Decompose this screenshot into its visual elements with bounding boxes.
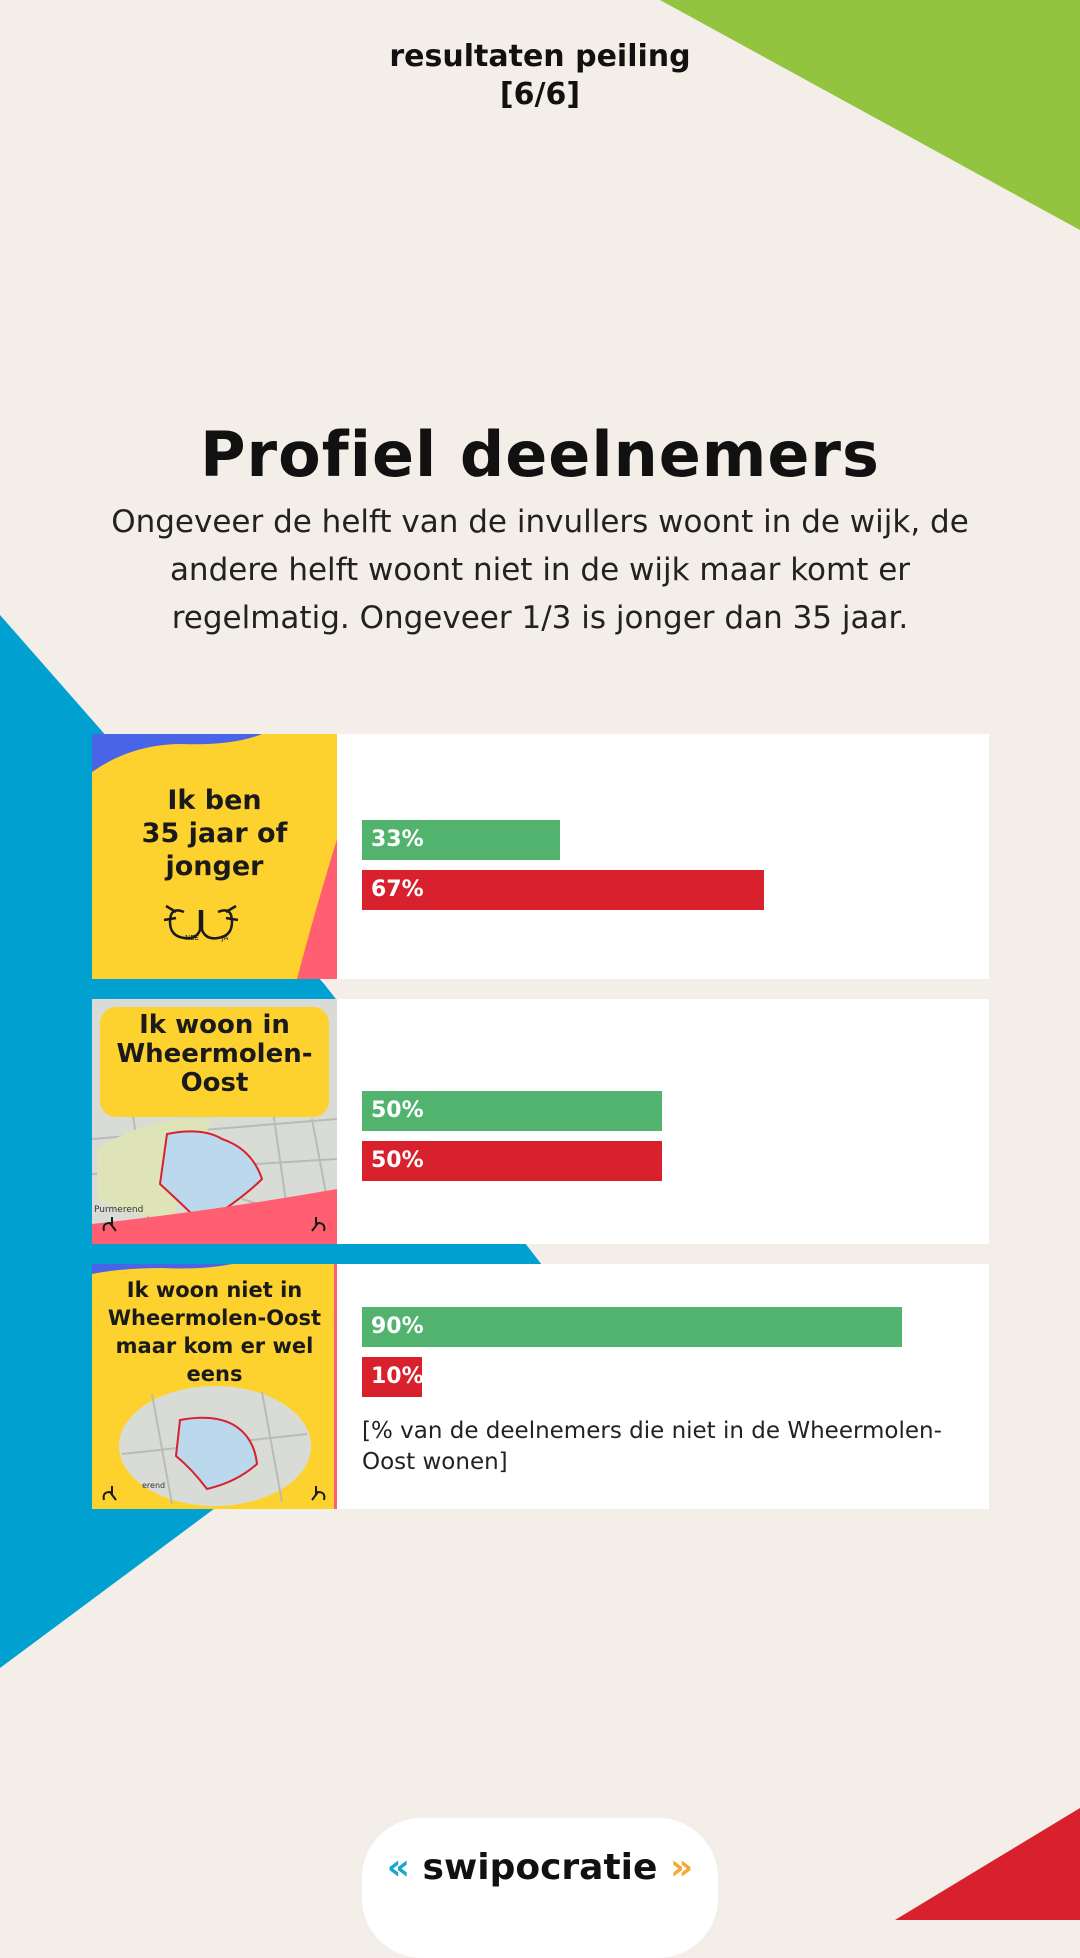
thumbnail-map: erend [92, 1264, 337, 1509]
bar-red: 67% [362, 870, 764, 910]
bar-green: 33% [362, 820, 560, 860]
thumbnail-statement: Ik ben 35 jaar of jonger [92, 784, 337, 883]
statement-line: 35 jaar of [141, 818, 288, 849]
result-card-age: NEE JA Ik ben 35 jaar of jonger 33% 67% [92, 734, 989, 979]
statement-line: Ik ben [167, 785, 262, 816]
thumbnail-statement: Ik woon in Wheermolen- Oost [92, 1011, 337, 1098]
statement-line: Wheermolen-Oost [107, 1306, 322, 1330]
thumbnail-statement: Ik woon niet in Wheermolen-Oost maar kom… [92, 1276, 337, 1388]
red-corner-shape [895, 1808, 1080, 1920]
statement-line: Wheermolen- [116, 1039, 313, 1069]
card-footnote: [% van de deelnemers die niet in de Whee… [362, 1418, 942, 1475]
header-line-2: [6/6] [499, 77, 581, 112]
statement-line: eens [186, 1362, 243, 1386]
bar-green: 90% [362, 1307, 902, 1347]
bar-green: 50% [362, 1091, 662, 1131]
thumbnail-background: NEE JA [92, 734, 337, 979]
map-place-label: erend [142, 1481, 165, 1490]
logo-left-quote: « [386, 1847, 410, 1888]
card-thumbnail-visitor: erend Ik woon niet in Wheermolen-Oost ma… [92, 1264, 337, 1509]
bar-value-label: 10% [371, 1364, 424, 1389]
swipe-hands-icon [102, 1486, 326, 1501]
swipe-hands-icon [102, 1217, 326, 1232]
statement-line: Oost [180, 1068, 249, 1098]
swipocratie-logo[interactable]: « swipocratie » [362, 1846, 718, 1890]
bar-value-label: 67% [371, 877, 424, 902]
statement-line: jonger [165, 851, 264, 882]
statement-line: Ik woon niet in [126, 1278, 303, 1302]
header-line-1: resultaten peiling [389, 39, 691, 74]
green-corner-shape [660, 0, 1080, 230]
bar-value-label: 50% [371, 1098, 424, 1123]
thumbnail-map: Purmerend [92, 999, 337, 1244]
bar-value-label: 50% [371, 1148, 424, 1173]
swipe-hands-icon [163, 904, 239, 940]
statement-line: maar kom er wel [115, 1334, 314, 1358]
result-card-visitor: erend Ik woon niet in Wheermolen-Oost ma… [92, 1264, 989, 1509]
card-thumbnail-resident: Purmerend Ik woon in Wheermolen- Oost [92, 999, 337, 1244]
poll-results-header: resultaten peiling [6/6] [0, 38, 1080, 114]
result-card-resident: Purmerend Ik woon in Wheermolen- Oost 50… [92, 999, 989, 1244]
card-thumbnail-age: NEE JA Ik ben 35 jaar of jonger [92, 734, 337, 979]
bar-value-label: 33% [371, 827, 424, 852]
thumb-label-nee: NEE [185, 934, 199, 942]
logo-right-quote: » [669, 1847, 694, 1888]
bar-value-label: 90% [371, 1314, 424, 1339]
page-subtitle: Ongeveer de helft van de invullers woont… [111, 504, 969, 636]
thumb-label-ja: JA [221, 934, 229, 942]
bar-red: 10% [362, 1357, 424, 1397]
page-title: Profiel deelnemers [200, 418, 880, 491]
bar-red: 50% [362, 1141, 662, 1181]
map-place-label: Purmerend [94, 1205, 143, 1215]
logo-text: swipocratie [422, 1847, 658, 1888]
statement-line: Ik woon in [139, 1010, 290, 1040]
